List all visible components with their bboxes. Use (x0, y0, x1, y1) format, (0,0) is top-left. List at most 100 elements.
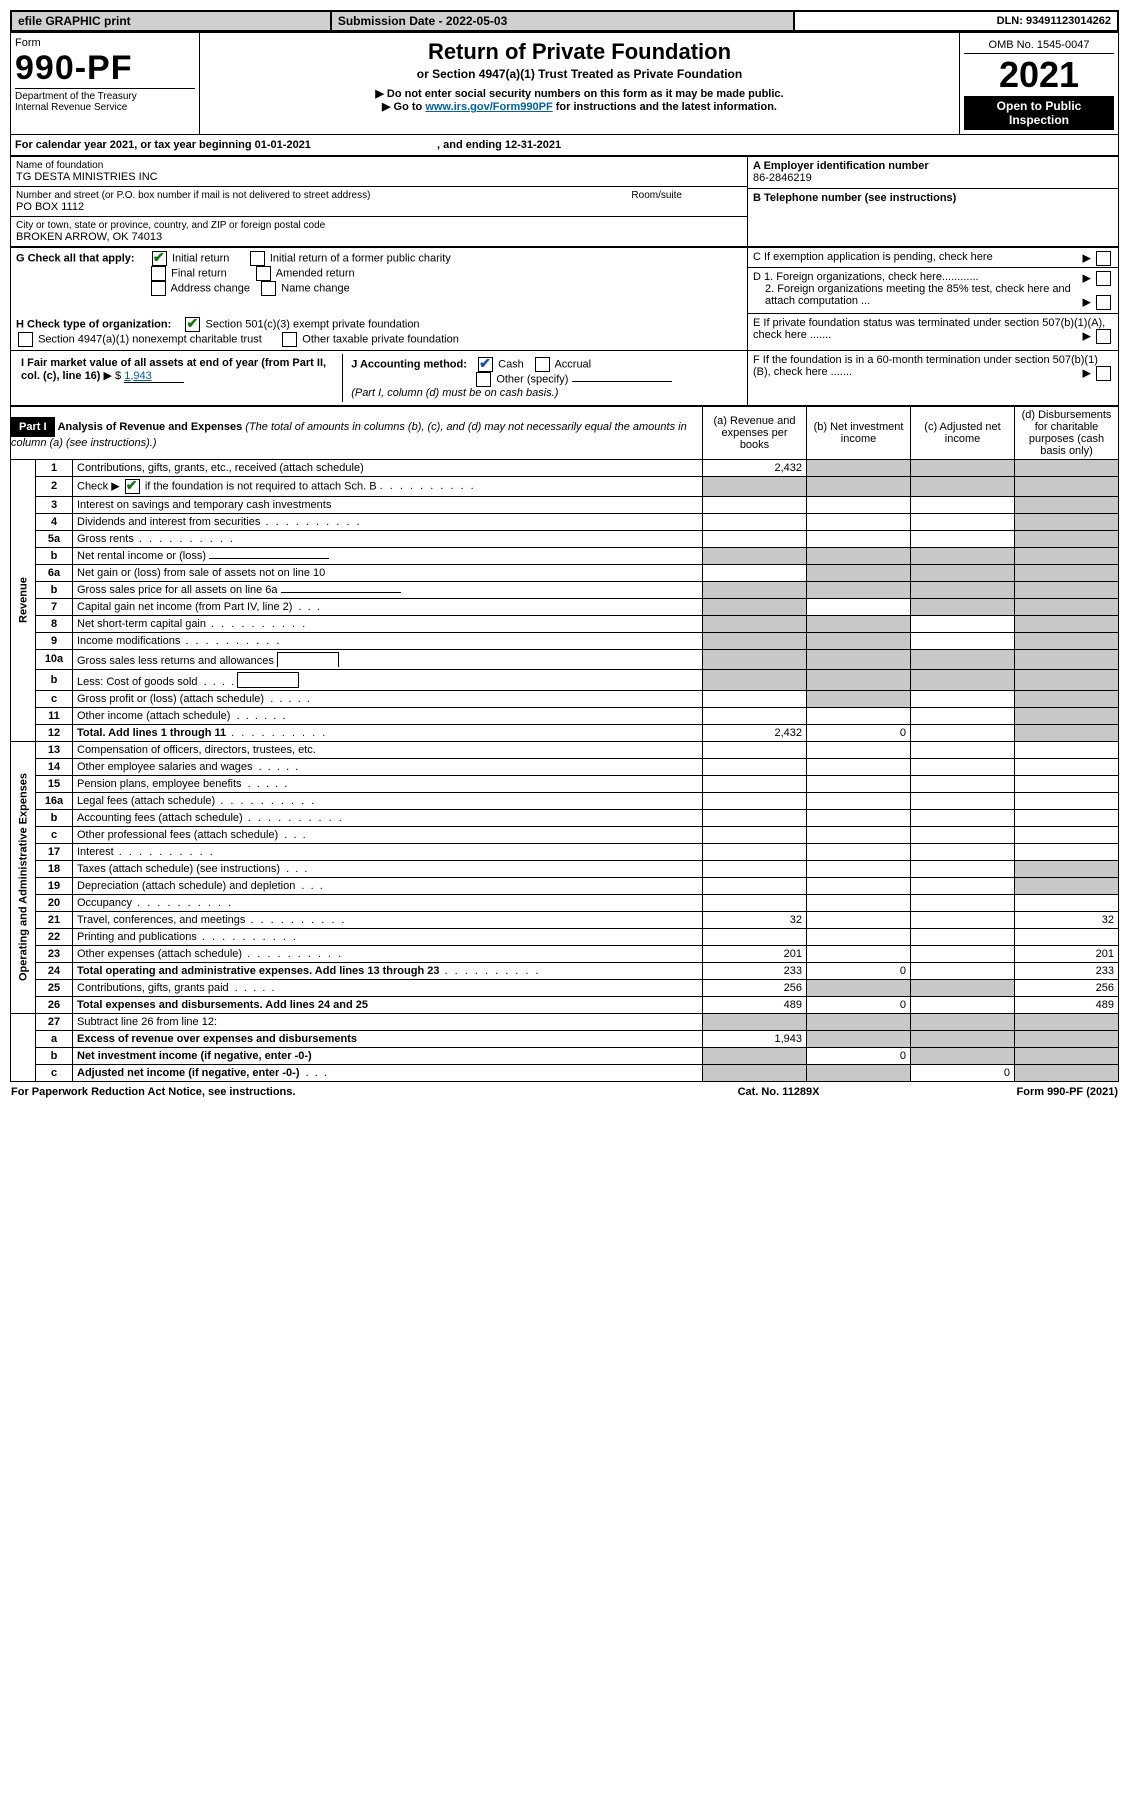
h-other-checkbox[interactable] (282, 332, 297, 347)
line-7: Capital gain net income (from Part IV, l… (73, 598, 703, 615)
form-header: Form 990-PF Department of the Treasury I… (10, 32, 1119, 135)
h-501c3: Section 501(c)(3) exempt private foundat… (206, 318, 420, 330)
name-change-checkbox[interactable] (261, 281, 276, 296)
line-27c-c: 0 (911, 1064, 1015, 1081)
line-17: Interest (73, 843, 703, 860)
h-4947: Section 4947(a)(1) nonexempt charitable … (38, 333, 262, 345)
f-checkbox[interactable] (1096, 366, 1111, 381)
line-6b: Gross sales price for all assets on line… (73, 581, 703, 598)
h-label: H Check type of organization: (16, 318, 171, 330)
tel-label: B Telephone number (see instructions) (753, 192, 956, 204)
address-change-checkbox[interactable] (151, 281, 166, 296)
ssn-note: ▶ Do not enter social security numbers o… (375, 88, 783, 100)
line-8: Net short-term capital gain (73, 615, 703, 632)
efile-print-button[interactable]: efile GRAPHIC print (11, 11, 331, 31)
j-cash-checkbox[interactable] (478, 357, 493, 372)
submission-date-button[interactable]: Submission Date - 2022-05-03 (331, 11, 794, 31)
line-25: Contributions, gifts, grants paid . . . … (73, 979, 703, 996)
j-note: (Part I, column (d) must be on cash basi… (351, 387, 558, 399)
col-a-header: (a) Revenue and expenses per books (703, 406, 807, 459)
line-27c: Adjusted net income (if negative, enter … (73, 1064, 703, 1081)
expenses-side-label: Operating and Administrative Expenses (11, 741, 36, 1013)
line-10b: Less: Cost of goods sold . . . . (73, 669, 703, 690)
h-4947-checkbox[interactable] (18, 332, 33, 347)
line-1-a: 2,432 (703, 459, 807, 476)
city-label: City or town, state or province, country… (16, 220, 742, 231)
d1-label: D 1. Foreign organizations, check here..… (753, 271, 979, 283)
footer-center: Cat. No. 11289X (680, 1082, 876, 1099)
calendar-year-row: For calendar year 2021, or tax year begi… (10, 135, 1119, 156)
c-checkbox[interactable] (1096, 251, 1111, 266)
line-25-d: 256 (1015, 979, 1119, 996)
line-3: Interest on savings and temporary cash i… (73, 496, 703, 513)
d1-checkbox[interactable] (1096, 271, 1111, 286)
line-20: Occupancy (73, 894, 703, 911)
addr-label: Number and street (or P.O. box number if… (16, 190, 370, 201)
line-26-a: 489 (703, 996, 807, 1013)
line-26: Total expenses and disbursements. Add li… (73, 996, 703, 1013)
col-c-header: (c) Adjusted net income (911, 406, 1015, 459)
page-footer: For Paperwork Reduction Act Notice, see … (10, 1082, 1119, 1099)
line-16a: Legal fees (attach schedule) (73, 792, 703, 809)
e-checkbox[interactable] (1096, 329, 1111, 344)
ein-label: A Employer identification number (753, 160, 929, 172)
line-23-a: 201 (703, 945, 807, 962)
line-27b-b: 0 (807, 1047, 911, 1064)
line-24-b: 0 (807, 962, 911, 979)
line-21: Travel, conferences, and meetings (73, 911, 703, 928)
goto-post: for instructions and the latest informat… (556, 101, 777, 113)
col-d-header: (d) Disbursements for charitable purpose… (1015, 406, 1119, 459)
name-label: Name of foundation (16, 160, 742, 171)
line-5a: Gross rents (73, 530, 703, 547)
line-13: Compensation of officers, directors, tru… (73, 741, 703, 758)
open-inspection: Open to Public Inspection (964, 96, 1114, 130)
city-value: BROKEN ARROW, OK 74013 (16, 231, 742, 243)
g-addr: Address change (171, 282, 251, 294)
form-word: Form (15, 37, 195, 49)
line-9: Income modifications (73, 632, 703, 649)
h-501c3-checkbox[interactable] (185, 317, 200, 332)
line-12-a: 2,432 (703, 724, 807, 741)
j-cash: Cash (498, 358, 524, 370)
footer-right: Form 990-PF (2021) (877, 1082, 1119, 1099)
dln-text: DLN: 93491123014262 (794, 11, 1118, 31)
line-21-a: 32 (703, 911, 807, 928)
line-2-post: if the foundation is not required to att… (145, 480, 377, 492)
e-label: E If private foundation status was termi… (753, 317, 1105, 341)
footer-left: For Paperwork Reduction Act Notice, see … (10, 1082, 680, 1099)
initial-former-checkbox[interactable] (250, 251, 265, 266)
j-other-checkbox[interactable] (476, 372, 491, 387)
d2-label: 2. Foreign organizations meeting the 85%… (765, 283, 1071, 307)
line-12-b: 0 (807, 724, 911, 741)
i-value-link[interactable]: 1,943 (124, 370, 184, 383)
form-title: Return of Private Foundation (204, 39, 955, 65)
line-1-desc: Contributions, gifts, grants, etc., rece… (73, 459, 703, 476)
room-label: Room/suite (631, 190, 682, 201)
line-19: Depreciation (attach schedule) and deple… (73, 877, 703, 894)
revenue-side-label: Revenue (11, 459, 36, 741)
entity-info: Name of foundation TG DESTA MINISTRIES I… (10, 156, 1119, 247)
line-16b: Accounting fees (attach schedule) (73, 809, 703, 826)
final-return-checkbox[interactable] (151, 266, 166, 281)
part1-title: Analysis of Revenue and Expenses (58, 421, 243, 433)
form-number: 990-PF (15, 49, 195, 88)
line-23-d: 201 (1015, 945, 1119, 962)
amended-checkbox[interactable] (256, 266, 271, 281)
j-label: J Accounting method: (351, 358, 467, 370)
line-10c: Gross profit or (loss) (attach schedule)… (73, 690, 703, 707)
g-final: Final return (171, 267, 227, 279)
j-accrual-checkbox[interactable] (535, 357, 550, 372)
check-section: G Check all that apply: Initial return I… (10, 247, 1119, 406)
h-other: Other taxable private foundation (302, 333, 459, 345)
line-2-checkbox[interactable] (125, 479, 140, 494)
line-24-a: 233 (703, 962, 807, 979)
line-23: Other expenses (attach schedule) (73, 945, 703, 962)
g-label: G Check all that apply: (16, 252, 135, 264)
dept-text: Department of the Treasury Internal Reve… (15, 88, 195, 113)
initial-return-checkbox[interactable] (152, 251, 167, 266)
line-5b: Net rental income or (loss) (73, 547, 703, 564)
d2-checkbox[interactable] (1096, 295, 1111, 310)
ein-value: 86-2846219 (753, 172, 1113, 184)
form-subtitle: or Section 4947(a)(1) Trust Treated as P… (204, 67, 955, 81)
irs-link[interactable]: www.irs.gov/Form990PF (425, 101, 552, 113)
